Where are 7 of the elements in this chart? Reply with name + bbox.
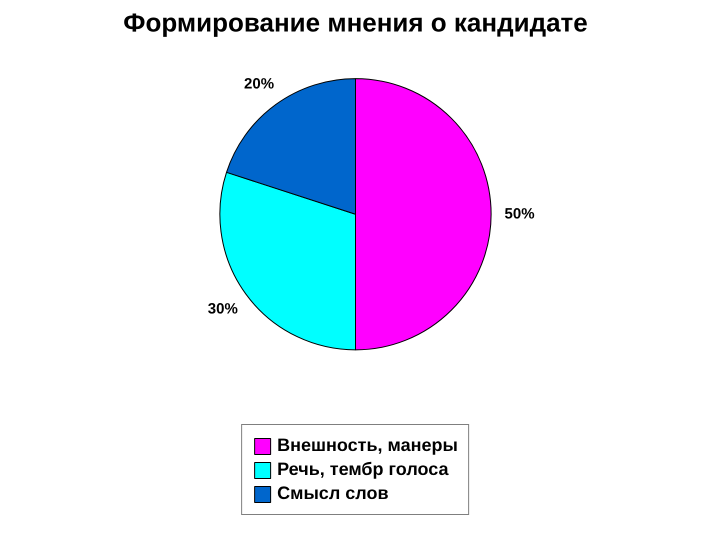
data-label: 20% (244, 75, 274, 92)
chart-title: Формирование мнения о кандидате (123, 8, 588, 38)
data-label: 30% (208, 300, 238, 318)
legend-label: Смысл слов (277, 483, 389, 504)
data-label: 50% (504, 206, 535, 223)
legend-label: Речь, тембр голоса (277, 459, 449, 480)
legend-label: Внешность, манеры (277, 435, 458, 456)
